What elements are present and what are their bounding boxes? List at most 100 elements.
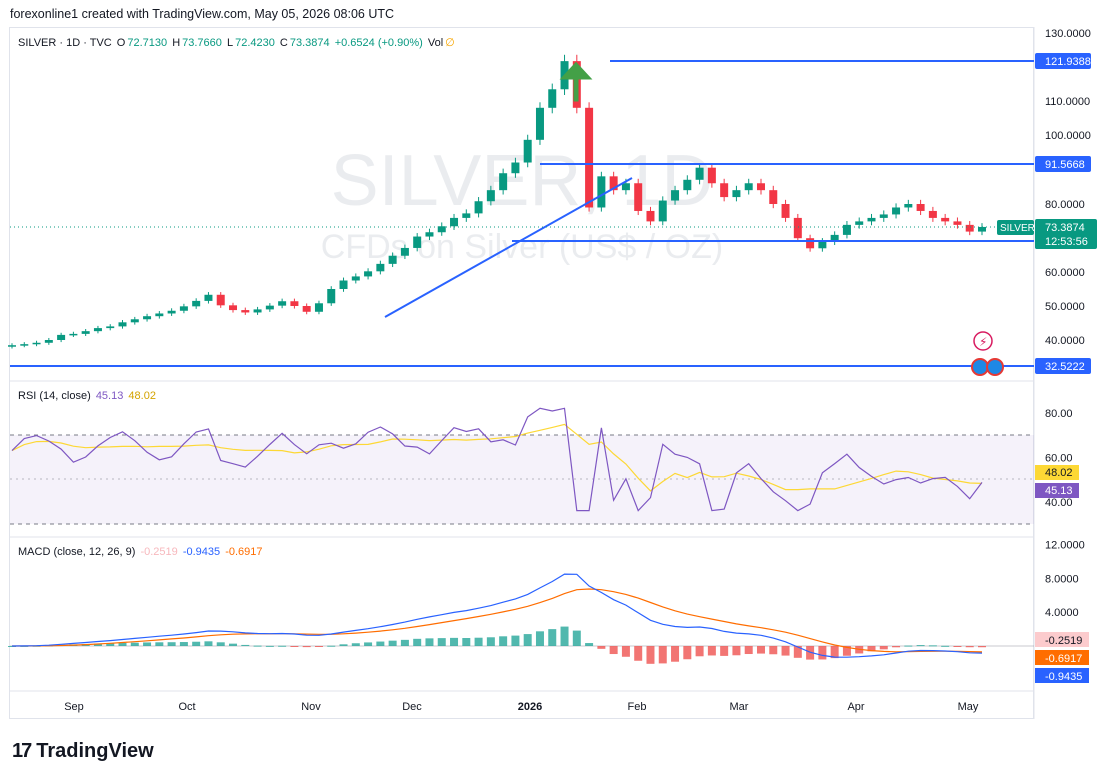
- legend-close: 73.3874: [289, 37, 330, 49]
- candle-body: [904, 204, 913, 208]
- candle-body: [69, 333, 78, 336]
- last-price-tag: [1035, 219, 1097, 249]
- candle-body: [523, 139, 532, 163]
- candle-body: [621, 183, 630, 191]
- candle-body: [646, 210, 655, 222]
- macd-histogram-bar: [928, 645, 937, 647]
- macd-histogram-bar: [609, 646, 618, 655]
- candle-body: [486, 190, 495, 202]
- candle-body: [57, 334, 66, 340]
- candle-body: [830, 234, 839, 242]
- macd-histogram-bar: [560, 626, 569, 646]
- macd-histogram-bar: [204, 641, 213, 646]
- macd-histogram-bar: [327, 645, 336, 647]
- macd-histogram-bar: [597, 646, 606, 649]
- candle-body: [376, 263, 385, 272]
- macd-histogram-bar: [769, 646, 778, 655]
- price-tick: 100.0000: [1045, 130, 1091, 142]
- level-tag-label: 91.5668: [1045, 159, 1085, 171]
- candle-body: [8, 345, 16, 347]
- macd-line: [11, 573, 983, 658]
- candle-body: [155, 313, 164, 317]
- macd-signal-line: [12, 588, 983, 653]
- symbol-tag: [997, 220, 1034, 235]
- macd-histogram-bar: [278, 645, 287, 647]
- candle-body: [978, 226, 986, 232]
- time-tick: 2026: [518, 701, 542, 713]
- candle-body: [683, 179, 692, 191]
- price-tick: 110.0000: [1045, 96, 1090, 108]
- candle-body: [535, 107, 544, 140]
- rsi-tag-label: 45.13: [1045, 485, 1073, 497]
- watermark-symbol: SILVER, 1D: [331, 141, 714, 221]
- macd-histogram-bar: [130, 642, 139, 646]
- macd-histogram-bar: [179, 642, 188, 646]
- macd-histogram-bar: [707, 646, 716, 656]
- price-tick: 130.0000: [1045, 28, 1091, 40]
- candle-body: [597, 176, 606, 208]
- candle-body: [855, 221, 864, 225]
- candle-body: [314, 303, 323, 312]
- macd-histogram-bar: [720, 646, 729, 656]
- candle-body: [364, 271, 373, 277]
- macd-histogram-bar: [253, 645, 262, 647]
- macd-tag: [1035, 632, 1089, 647]
- macd-tag-label: -0.6917: [1045, 653, 1082, 665]
- candle-body: [425, 232, 434, 237]
- candle-body: [351, 276, 360, 281]
- up-arrow-icon: [559, 61, 593, 102]
- macd-histogram-bar: [892, 646, 901, 648]
- candle-body: [388, 255, 397, 264]
- candle-body: [744, 183, 753, 191]
- macd-histogram-bar: [572, 630, 581, 646]
- candle-body: [585, 107, 594, 208]
- macd-tag: [1035, 650, 1089, 665]
- macd-histogram-bar: [413, 638, 422, 646]
- rsi-tag: [1035, 483, 1079, 498]
- candle-body: [499, 173, 508, 191]
- legend-h-label: H: [172, 37, 181, 49]
- lightning-glyph: ⚡: [979, 335, 987, 349]
- rsi-legend: RSI (14, close) 45.13 48.02: [18, 390, 158, 402]
- macd-histogram-bar: [683, 646, 692, 660]
- candle-body: [241, 310, 250, 313]
- price-tick: 60.0000: [1045, 267, 1085, 279]
- price-tick: 40.0000: [1045, 335, 1085, 347]
- macd-histogram-bar: [314, 646, 323, 647]
- candle-body: [707, 167, 716, 184]
- tradingview-logo[interactable]: 17 TradingView: [12, 740, 154, 763]
- candle-body: [167, 310, 176, 314]
- macd-histogram-bar: [192, 641, 201, 646]
- macd-histogram-bar: [744, 646, 753, 655]
- tradingview-logo-icon: 17: [12, 740, 32, 762]
- lightning-icon: [973, 331, 993, 351]
- price-tick: 50.0000: [1045, 301, 1085, 313]
- macd-histogram-bar: [535, 631, 544, 646]
- chart-header: forexonline1 created with TradingView.co…: [10, 7, 395, 21]
- legend-high: 73.7660: [182, 37, 222, 49]
- candle-body: [253, 309, 262, 313]
- price-tick: 80.0000: [1045, 199, 1085, 211]
- candle-body: [634, 183, 643, 211]
- candle-body: [806, 238, 815, 249]
- rsi-tick: 60.00: [1045, 452, 1073, 464]
- macd-histogram-bar: [437, 638, 446, 646]
- macd-histogram-bar: [229, 643, 238, 646]
- level-tag: [1035, 358, 1091, 374]
- macd-histogram-bar: [155, 642, 164, 646]
- rsi-ma-line: [11, 423, 983, 492]
- candle-body: [278, 301, 287, 306]
- macd-histogram-bar: [339, 644, 348, 646]
- macd-histogram-bar: [756, 646, 765, 654]
- candle-body: [695, 167, 704, 180]
- candle-body: [93, 328, 102, 332]
- macd-histogram-bar: [879, 646, 888, 650]
- candle-body: [658, 200, 667, 222]
- legend-c-label: C: [279, 37, 288, 49]
- level-tag: [1035, 53, 1091, 69]
- macd-histogram-bar: [143, 642, 152, 646]
- macd-histogram-bar: [118, 642, 127, 646]
- macd-tag: [1035, 668, 1089, 683]
- level-tag-label: 32.5222: [1045, 361, 1085, 373]
